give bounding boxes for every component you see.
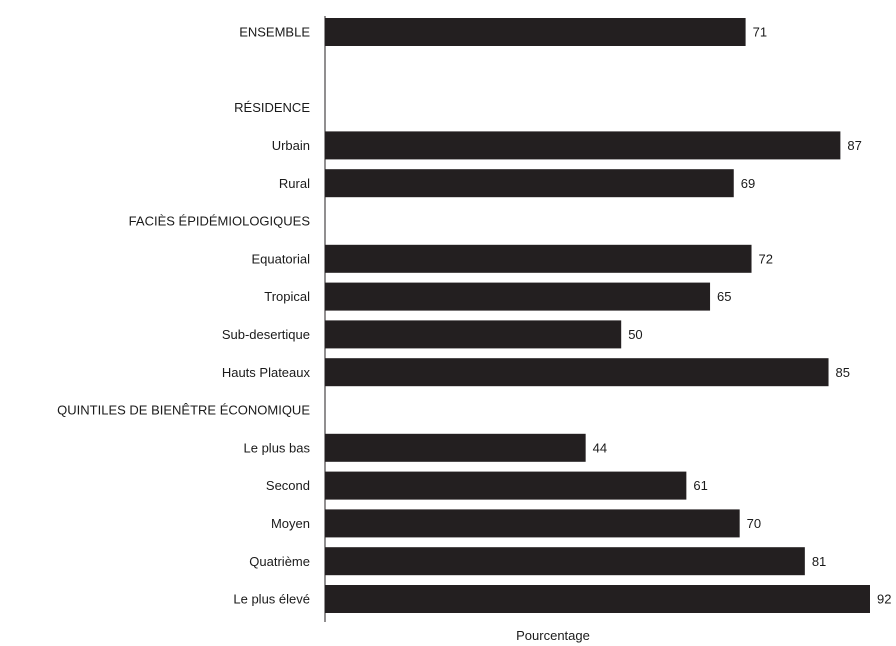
category-label-quatrieme: Quatrième: [249, 554, 310, 569]
category-label-rural: Rural: [279, 176, 310, 191]
value-label-second: 61: [693, 478, 707, 493]
bar-moyen: [325, 509, 740, 538]
bar-equatorial: [325, 244, 752, 273]
value-label-le-plus-bas: 44: [593, 440, 607, 455]
bar-tropical: [325, 282, 711, 311]
x-axis-title: Pourcentage: [516, 628, 590, 643]
bar-le-plus-eleve: [325, 585, 870, 613]
category-label-urbain: Urbain: [272, 138, 310, 153]
category-label-tropical: Tropical: [264, 289, 310, 304]
bar-quatrieme: [325, 547, 805, 576]
value-label-rural: 69: [741, 176, 755, 191]
bar-rural: [325, 169, 734, 198]
value-label-equatorial: 72: [759, 251, 773, 266]
category-label-hauts-plateaux: Hauts Plateaux: [222, 365, 311, 380]
group-header-residence: RÉSIDENCE: [234, 100, 310, 115]
group-header-quintiles-de-bienetre-economique: QUINTILES DE BIENÊTRE ÉCONOMIQUE: [57, 403, 310, 418]
category-label-moyen: Moyen: [271, 516, 310, 531]
category-label-le-plus-eleve: Le plus élevé: [233, 592, 310, 607]
value-label-quatrieme: 81: [812, 554, 826, 569]
category-label-equatorial: Equatorial: [251, 251, 310, 266]
bar-second: [325, 471, 687, 500]
category-label-sub-desertique: Sub-desertique: [222, 327, 310, 342]
bar-le-plus-bas: [325, 433, 586, 462]
value-label-sub-desertique: 50: [628, 327, 642, 342]
value-label-tropical: 65: [717, 289, 731, 304]
value-label-hauts-plateaux: 85: [836, 365, 850, 380]
bar-hauts-plateaux: [325, 358, 829, 387]
value-label-moyen: 70: [747, 516, 761, 531]
value-label-le-plus-eleve: 92: [877, 592, 891, 607]
bar-sub-desertique: [325, 320, 622, 349]
chart-rows: ENSEMBLE 71 RÉSIDENCE Urbain 87 Rural 69 FACIÈS…: [57, 18, 891, 613]
value-label-urbain: 87: [847, 138, 861, 153]
bar-urbain: [325, 131, 841, 160]
category-label-le-plus-bas: Le plus bas: [244, 440, 311, 455]
value-label-ensemble: 71: [753, 25, 767, 40]
bar-ensemble: [325, 18, 746, 46]
category-label-ensemble: ENSEMBLE: [239, 25, 310, 40]
category-label-second: Second: [266, 478, 310, 493]
group-header-facies-epidemiologiques: FACIÈS ÉPIDÉMIOLOGIQUES: [129, 214, 311, 229]
